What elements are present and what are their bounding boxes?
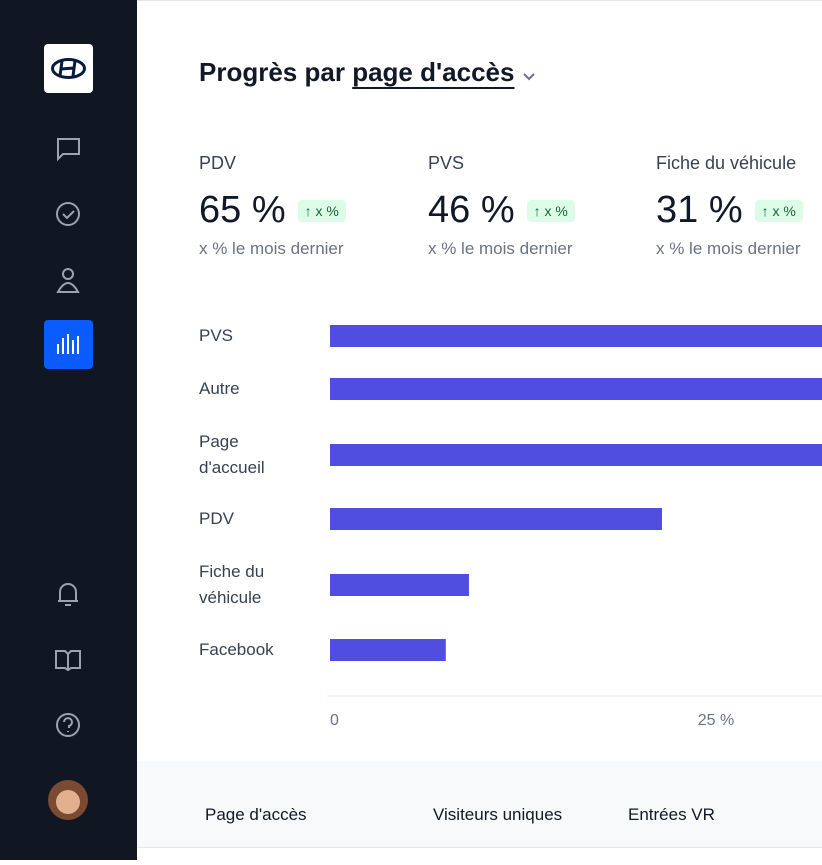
stat-sub: x % le mois dernier	[428, 239, 573, 258]
icon-check	[62, 210, 75, 220]
icon-messages[interactable]	[57, 138, 80, 162]
stat-value: 65 %	[199, 189, 286, 231]
column-header[interactable]: Page d'accès	[205, 805, 307, 824]
chart: 0 25 % PVS Autre Page d'accueil PDV Fiche du v…	[137, 1, 822, 761]
bar-plot: 0 25 %	[327, 325, 822, 729]
icon-analytics	[57, 334, 79, 354]
chevron[interactable]	[522, 71, 536, 81]
avatar-face	[56, 790, 80, 814]
column-header[interactable]: Entrées VR	[628, 805, 715, 824]
title-prefix: Progrès par	[199, 57, 345, 87]
icon-user-body	[56, 282, 80, 293]
icon-book[interactable]	[55, 650, 81, 672]
title-dropdown[interactable]: page d'accès	[352, 57, 515, 87]
table-header	[137, 761, 822, 848]
stat-value: 46 %	[428, 189, 515, 231]
logo-mark	[51, 58, 86, 79]
category-label: Page d'accueil	[199, 432, 265, 477]
x-tick-label: 0	[330, 712, 339, 729]
sidebar	[0, 0, 137, 860]
icon-help[interactable]	[56, 713, 80, 737]
category-label: Autre	[199, 379, 240, 398]
category-label: PDV	[199, 509, 234, 528]
stat-badge: ↑ x %	[297, 200, 346, 222]
logo-h	[58, 60, 77, 77]
bar	[330, 574, 469, 596]
stat-value: 31 %	[656, 189, 743, 231]
icon-help-mark	[63, 717, 73, 732]
category-label: Facebook	[199, 640, 274, 659]
stat-label: PDV	[199, 153, 237, 173]
stat-sub: x % le mois dernier	[199, 239, 344, 258]
stat-label: Fiche du véhicule	[656, 153, 797, 173]
stat-badge: ↑ x %	[526, 200, 575, 222]
icon-bell[interactable]	[58, 583, 78, 606]
x-tick-label: 25 %	[698, 712, 734, 729]
main: Progrès par page d'accès 0 25 % PVS Autre Pa…	[137, 0, 822, 860]
column-header[interactable]: Visiteurs uniques	[433, 805, 563, 824]
icon-verified[interactable]	[56, 202, 80, 226]
icon-user[interactable]	[62, 268, 74, 280]
bar	[330, 444, 822, 466]
bar	[330, 508, 662, 530]
stat-sub: x % le mois dernier	[656, 239, 801, 258]
category-label: PVS	[199, 326, 234, 345]
bar	[330, 378, 822, 400]
stat-label: PVS	[428, 153, 465, 173]
category-label: Fiche du véhicule	[199, 562, 265, 607]
stat-badge: ↑ x %	[754, 200, 803, 222]
title: Progrès par page d'accès	[199, 57, 536, 88]
bar	[330, 325, 822, 347]
bar	[330, 639, 446, 661]
sidebar-icons	[44, 44, 93, 820]
